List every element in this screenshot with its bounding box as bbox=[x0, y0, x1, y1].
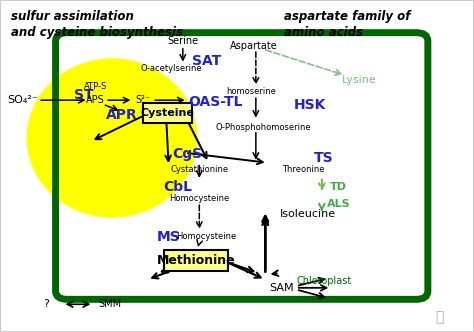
Text: Serine: Serine bbox=[167, 36, 199, 46]
FancyBboxPatch shape bbox=[143, 104, 192, 123]
Text: SO₄²⁻: SO₄²⁻ bbox=[7, 95, 38, 105]
Text: Aspartate: Aspartate bbox=[229, 41, 277, 51]
Text: O-Phosphohomoserine: O-Phosphohomoserine bbox=[215, 123, 311, 132]
Text: Methionine: Methionine bbox=[156, 254, 235, 267]
Text: and cysteine biosynthesis: and cysteine biosynthesis bbox=[11, 26, 183, 39]
Text: ALS: ALS bbox=[327, 199, 350, 209]
Text: CbL: CbL bbox=[164, 180, 192, 195]
Text: Cysteine: Cysteine bbox=[141, 108, 194, 118]
Text: OAS-TL: OAS-TL bbox=[189, 95, 243, 109]
Text: Homocysteine: Homocysteine bbox=[169, 195, 229, 204]
Text: SAT: SAT bbox=[192, 54, 221, 68]
Text: Homocysteine: Homocysteine bbox=[176, 232, 237, 241]
Text: SAM: SAM bbox=[269, 283, 294, 293]
FancyBboxPatch shape bbox=[164, 250, 228, 271]
Text: Cystathionine: Cystathionine bbox=[170, 165, 228, 174]
Ellipse shape bbox=[27, 59, 197, 217]
Text: APR: APR bbox=[106, 108, 137, 122]
Text: ATP-S: ATP-S bbox=[84, 82, 107, 92]
Text: S²⁻: S²⁻ bbox=[135, 95, 150, 105]
Text: aspartate family of: aspartate family of bbox=[284, 10, 410, 23]
Text: ST: ST bbox=[74, 88, 94, 102]
Text: Chloroplast: Chloroplast bbox=[297, 276, 352, 286]
Text: Lysine: Lysine bbox=[342, 75, 377, 85]
Text: MS: MS bbox=[157, 230, 181, 244]
Text: TS: TS bbox=[314, 151, 334, 165]
Text: O-acetylserine: O-acetylserine bbox=[140, 64, 202, 73]
Text: SMM: SMM bbox=[98, 299, 121, 309]
Text: CgS: CgS bbox=[173, 147, 202, 161]
Text: APS: APS bbox=[86, 95, 105, 105]
Text: Threonine: Threonine bbox=[282, 165, 324, 174]
Text: 🌿: 🌿 bbox=[436, 310, 444, 324]
Text: homoserine: homoserine bbox=[226, 87, 276, 96]
Text: ?: ? bbox=[43, 299, 49, 309]
Text: HSK: HSK bbox=[294, 98, 326, 112]
Text: TD: TD bbox=[330, 182, 347, 193]
Text: sulfur assimilation: sulfur assimilation bbox=[11, 10, 134, 23]
Text: amino acids: amino acids bbox=[284, 26, 363, 39]
Text: Isoleucine: Isoleucine bbox=[280, 209, 336, 219]
